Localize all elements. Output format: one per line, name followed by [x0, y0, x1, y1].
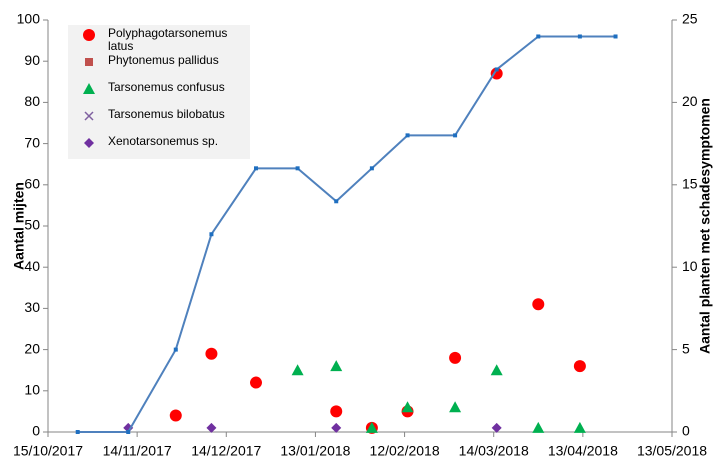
- point: [401, 401, 414, 413]
- legend-label: Xenotarsonemus sp.: [108, 134, 219, 148]
- x-tick-label: 13/01/2018: [280, 443, 350, 459]
- y-tick-label: 70: [24, 134, 40, 150]
- line-point: [494, 67, 499, 72]
- y-tick-label: 60: [24, 176, 40, 192]
- line-point: [453, 133, 458, 138]
- point: [291, 364, 304, 376]
- point: [491, 422, 502, 433]
- point: [365, 421, 378, 433]
- y-axis-label: Aantal mijten: [11, 182, 27, 270]
- line: [77, 35, 616, 433]
- point: [250, 376, 262, 389]
- legend: Polyphagotarsonemus latus Phytonemus pall…: [68, 25, 250, 159]
- legend-marker: [84, 138, 94, 148]
- line-point: [369, 166, 374, 171]
- line-point: [209, 232, 214, 237]
- legend-label: Phytonemus pallidus: [108, 53, 219, 67]
- line-point: [613, 34, 618, 39]
- point: [490, 67, 503, 80]
- point: [532, 421, 545, 433]
- legend-marker: [83, 29, 95, 41]
- legend-marker: [83, 83, 95, 94]
- y-tick-label: 30: [24, 299, 40, 315]
- y2-tick-label: 15: [682, 176, 698, 192]
- line-point: [334, 199, 339, 204]
- line-point: [173, 347, 178, 352]
- y-tick-label: 50: [24, 217, 40, 233]
- y-tick-label: 20: [24, 340, 40, 356]
- y-tick-label: 90: [24, 52, 40, 68]
- legend-marker: [84, 111, 94, 121]
- y2-tick-label: 10: [682, 258, 698, 274]
- x-tick-label: 14/12/2017: [191, 443, 261, 459]
- x-tick-label: 14/03/2018: [459, 443, 529, 459]
- x-tick-label: 14/11/2017: [103, 443, 172, 459]
- legend-symbol: [85, 58, 93, 66]
- legend-symbol: [84, 138, 94, 148]
- y-tick-label: 0: [32, 423, 40, 439]
- legend-marker: [85, 58, 93, 66]
- x-tick-label: 13/05/2018: [637, 443, 707, 459]
- x-tick-label: 12/02/2018: [370, 443, 440, 459]
- line-point: [254, 166, 258, 171]
- point: [573, 360, 586, 373]
- legend-symbol: [84, 111, 94, 121]
- y2-axis-label: Aantal planten met schadesymptomen: [697, 98, 713, 354]
- point: [206, 422, 217, 433]
- line-point: [577, 34, 582, 39]
- y2-tick-label: 25: [682, 11, 698, 27]
- point: [490, 364, 503, 376]
- y-tick-label: 80: [24, 93, 40, 109]
- point: [205, 347, 218, 360]
- y-tick-label: 40: [24, 258, 40, 274]
- y-tick-label: 100: [17, 11, 41, 27]
- point: [330, 360, 343, 372]
- point: [532, 298, 545, 311]
- y2-tick-label: 20: [682, 93, 698, 109]
- y2-tick-label: 0: [682, 423, 690, 439]
- y2-tick-label: 5: [682, 340, 690, 356]
- legend-symbol: [83, 29, 95, 41]
- legend-label: Tarsonemus bilobatus: [108, 107, 225, 121]
- legend-label: Tarsonemus confusus: [108, 80, 225, 94]
- line-point: [536, 34, 541, 39]
- line-point: [75, 430, 80, 434]
- line-point: [126, 430, 131, 434]
- x-tick-label: 15/10/2017: [13, 443, 83, 459]
- legend-label: Polyphagotarsonemus latus: [108, 26, 228, 53]
- x-tick-label: 13/04/2018: [548, 443, 618, 459]
- point: [330, 405, 343, 418]
- legend-symbol: [83, 83, 95, 94]
- point: [331, 422, 342, 433]
- point: [449, 351, 462, 364]
- point: [573, 421, 586, 433]
- line-point: [295, 166, 300, 171]
- point: [449, 401, 462, 413]
- point: [123, 422, 134, 433]
- line-point: [405, 133, 410, 138]
- y-tick-label: 10: [24, 382, 40, 398]
- point: [169, 409, 182, 422]
